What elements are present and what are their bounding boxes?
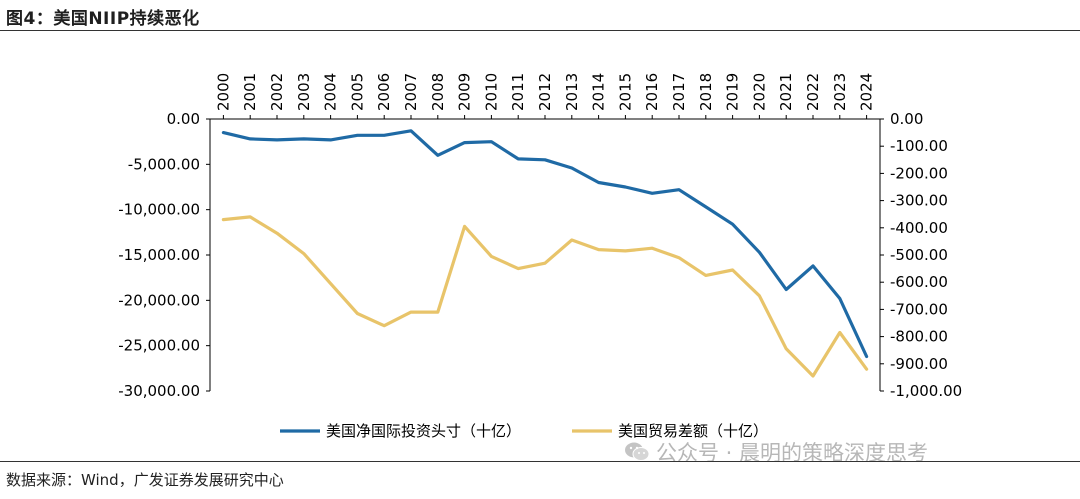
- left-y-tick-label: -15,000.00: [118, 246, 200, 264]
- watermark: 公众号 · 晨明的策略深度思考: [624, 437, 928, 467]
- x-tick-label: 2011: [509, 73, 527, 111]
- right-y-tick-label: 0.00: [890, 110, 923, 128]
- x-tick-label: 2010: [482, 73, 500, 111]
- x-tick-label: 2006: [375, 73, 393, 111]
- x-tick-label: 2007: [402, 73, 420, 111]
- series-line-niip: [221, 129, 869, 359]
- right-y-tick-label: -900.00: [890, 355, 948, 373]
- x-tick-label: 2022: [804, 73, 822, 111]
- x-tick-label: 2016: [643, 73, 661, 111]
- legend: 美国净国际投资头寸（十亿） 美国贸易差额（十亿）: [280, 422, 768, 440]
- x-tick-label: 2020: [750, 73, 768, 111]
- left-y-tick-label: -30,000.00: [118, 382, 200, 400]
- right-y-tick-label: -300.00: [890, 192, 948, 210]
- watermark-text: 公众号 · 晨明的策略深度思考: [656, 441, 929, 465]
- x-tick-label: 2009: [456, 73, 474, 111]
- series-layer: [221, 129, 869, 378]
- legend-label-trade-balance: 美国贸易差额（十亿）: [618, 422, 768, 440]
- wechat-icon: [625, 442, 650, 461]
- x-tick-label: 2004: [322, 73, 340, 111]
- x-tick-label: 2018: [697, 73, 715, 111]
- left-y-tick-label: -10,000.00: [118, 201, 200, 219]
- left-y-tick-label: -5,000.00: [128, 155, 200, 173]
- x-tick-label: 2019: [724, 73, 742, 111]
- source-note: 数据来源：Wind，广发证券发展研究中心: [6, 471, 284, 489]
- x-tick-label: 2003: [295, 73, 313, 111]
- x-tick-label: 2001: [241, 73, 259, 111]
- left-y-tick-label: -20,000.00: [118, 291, 200, 309]
- top-rule: [0, 30, 1080, 31]
- x-tick-label: 2002: [268, 73, 286, 111]
- right-y-tick-label: -100.00: [890, 137, 948, 155]
- right-y-tick-label: -400.00: [890, 219, 948, 237]
- x-tick-label: 2013: [563, 73, 581, 111]
- legend-label-niip: 美国净国际投资头寸（十亿）: [326, 422, 521, 440]
- right-y-tick-label: -500.00: [890, 246, 948, 264]
- axes: 2000 2001 2002 2003 2004 2005 2006 2007 2008 2009…: [118, 73, 962, 400]
- right-y-tick-label: -600.00: [890, 273, 948, 291]
- right-y-tick-label: -700.00: [890, 300, 948, 318]
- series-line-trade-balance: [221, 215, 869, 378]
- left-y-tick-label: -25,000.00: [118, 337, 200, 355]
- x-tick-label: 2008: [429, 73, 447, 111]
- x-tick-label: 2023: [831, 73, 849, 111]
- x-tick-label: 2000: [214, 73, 232, 111]
- right-y-tick-label: -200.00: [890, 164, 948, 182]
- right-y-tick-label: -1,000.00: [890, 382, 962, 400]
- x-tick-label: 2012: [536, 73, 554, 111]
- x-tick-label: 2021: [777, 73, 795, 111]
- left-y-tick-label: 0.00: [167, 110, 200, 128]
- x-tick-label: 2017: [670, 73, 688, 111]
- x-tick-label: 2015: [616, 73, 634, 111]
- x-tick-label: 2014: [590, 73, 608, 111]
- figure-title: 图4：美国NIIP持续恶化: [6, 9, 200, 29]
- x-tick-label: 2024: [858, 73, 876, 111]
- bottom-rule: [0, 461, 1080, 462]
- right-y-tick-label: -800.00: [890, 328, 948, 346]
- x-tick-label: 2005: [348, 73, 366, 111]
